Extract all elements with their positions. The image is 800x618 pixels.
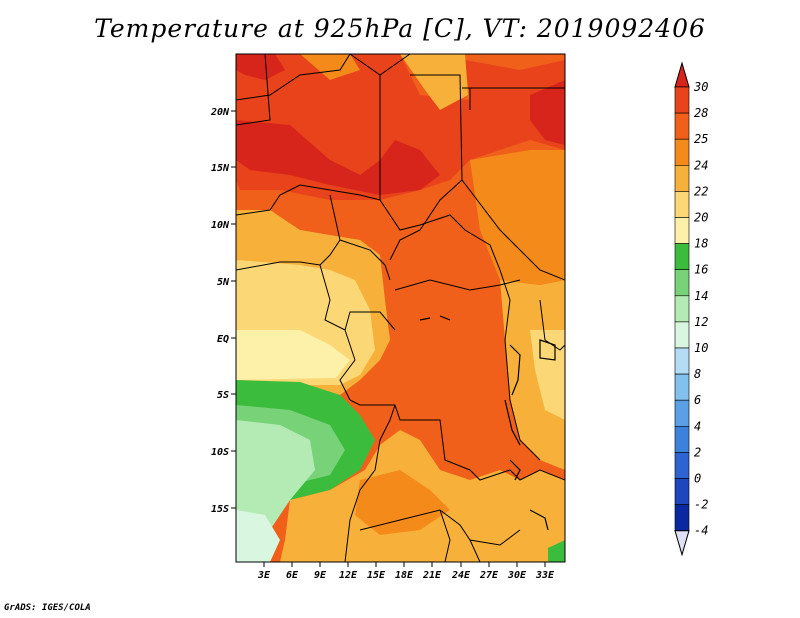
lon-tick-label: 18E [395,570,414,581]
map-frame [235,53,566,563]
colorbar-segment [674,295,690,323]
lon-tick-label: 3E [257,570,271,581]
lat-tick-label: EQ [217,334,229,345]
colorbar-label: 2 [694,445,701,459]
lon-tick-label: 30E [507,570,527,581]
credit-label: GrADS: IGES/COLA [4,603,91,613]
colorbar-segment [674,112,690,140]
field-above30-north [236,54,285,80]
lon-tick-label: 6E [286,570,299,581]
colorbar-arrow-top [674,61,690,88]
field-18-20-west [236,330,350,380]
lon-tick-label: 12E [339,570,358,581]
colorbar-segment [674,373,690,401]
lon-tick-label: 9E [314,570,327,581]
lon-tick-label: 15E [367,570,386,581]
temperature-field [236,54,565,562]
colorbar-label: 22 [694,184,708,198]
colorbar-segment [674,478,690,505]
colorbar-label: 16 [694,263,708,277]
colorbar-label: 25 [694,132,708,146]
lat-tick-label: 20N [210,107,230,118]
lat-tick-label: 10S [211,447,229,458]
field-12-14-south [236,420,315,540]
field-above30-sahel [236,120,440,195]
field-24-25-east [470,150,565,285]
lat-tick-label: 15N [211,163,230,174]
colorbar-segment [674,217,690,244]
colorbar-segment [674,321,690,349]
colorbar-segment [674,191,690,218]
colorbar-label: 20 [694,211,708,225]
field-22-24-north [400,54,468,110]
colorbar-label: 4 [694,419,701,433]
colorbar-label: 24 [694,158,708,172]
lon-tick-label: 24E [451,570,471,581]
field-10-12-south [236,510,280,562]
lon-tick-label: 21E [422,570,442,581]
colorbar-label: 10 [694,341,708,355]
lat-tick-label: 5S [217,390,229,401]
colorbar-arrow-bottom [674,530,690,557]
latitude-axis: 20N 15N 10N 5N EQ 5S 10S 15S [210,107,236,515]
colorbar-label: 8 [694,367,701,381]
field-20-22-east [530,330,565,420]
colorbar-label: 0 [694,472,701,486]
lakes [419,315,556,531]
chart-title: Temperature at 925hPa [C], VT: 201909240… [94,14,706,43]
lat-tick-label: 5N [217,277,230,288]
field-above30-northeast [530,80,565,145]
colorbar-label: -2 [694,498,708,512]
colorbar-segment [674,347,690,375]
colorbar-segment [674,165,690,192]
lat-tick-label: 10N [211,220,230,231]
lat-tick-label: 15S [211,504,229,515]
lon-tick-label: 33E [535,570,555,581]
colorbar-label: 14 [694,289,708,303]
country-borders [236,54,565,562]
colorbar-segment [674,243,690,271]
field-22-24-east [500,280,565,470]
colorbar-segment [674,425,690,453]
colorbar-segment [674,399,690,427]
colorbar-segment [674,452,690,479]
field-24-25-south [355,470,450,535]
colorbar-label: 18 [694,237,708,251]
colorbar-segment [674,138,690,166]
colorbar-label: 30 [693,80,708,94]
longitude-axis: 3E 6E 9E 12E 15E 18E 21E 24E 27E 30E 33E [257,562,555,581]
colorbar-segment [674,504,690,532]
colorbar-label: 12 [694,315,708,329]
colorbar-label: 28 [694,106,708,120]
field-16-18-se [548,540,565,562]
colorbar-label: 6 [694,393,701,407]
colorbar-segment [674,269,690,297]
field-24-25-north [300,54,360,80]
lon-tick-label: 27E [479,570,499,581]
colorbar-label: -4 [694,524,708,538]
colorbar-segment [674,86,690,114]
